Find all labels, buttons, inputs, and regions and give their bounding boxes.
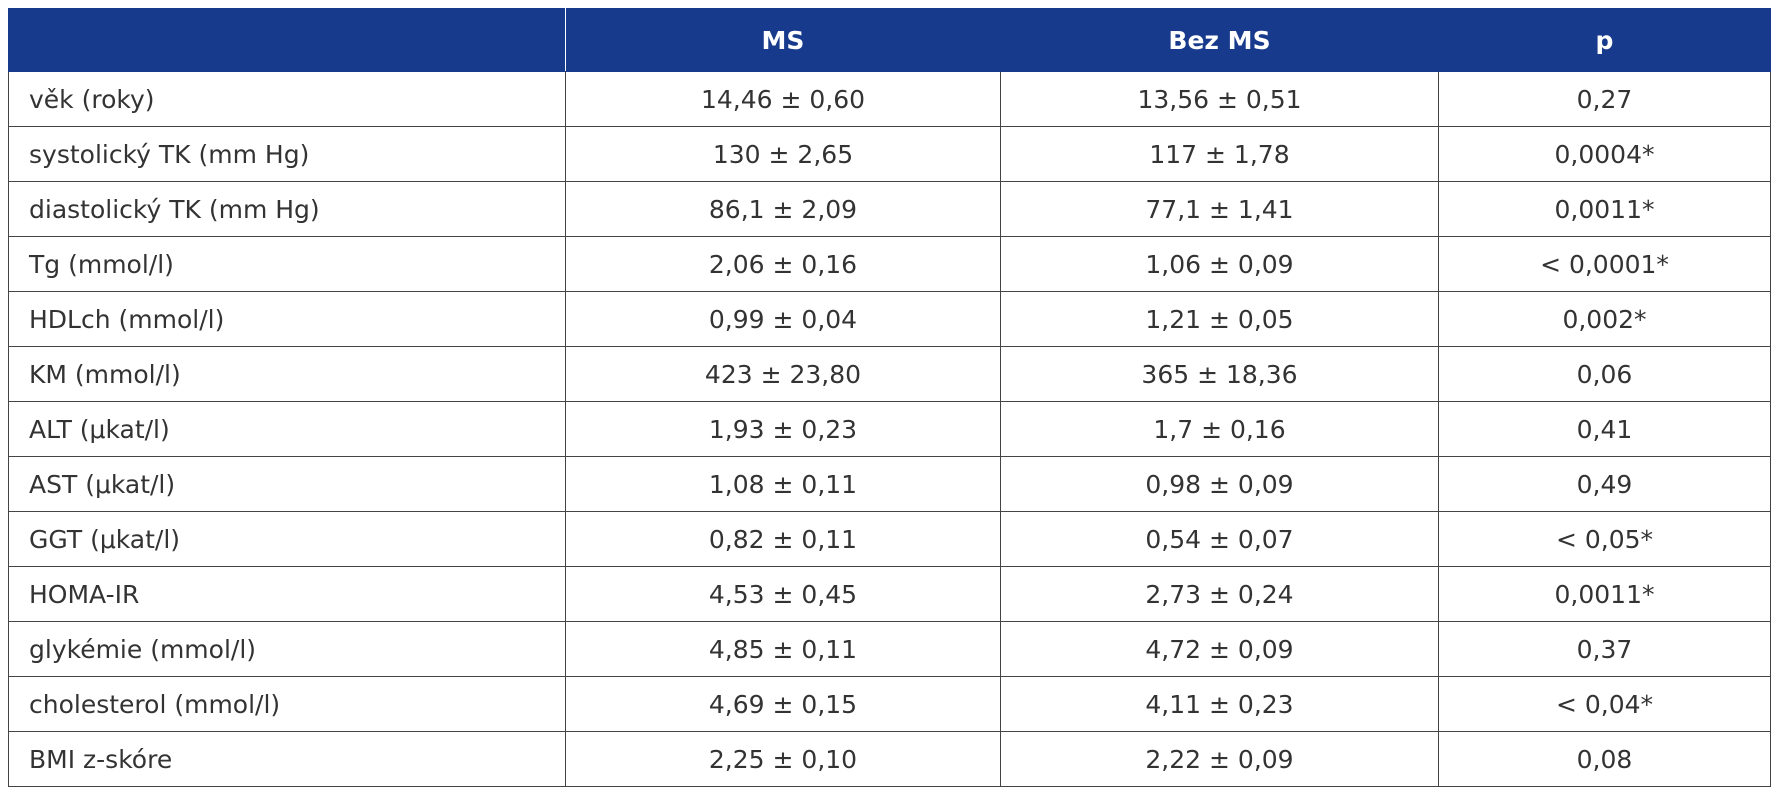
- table-cell: 13,56 ± 0,51: [1000, 71, 1439, 127]
- table-cell: < 0,04*: [1438, 676, 1771, 732]
- row-label: Tg (mmol/l): [8, 236, 566, 292]
- table-row: KM (mmol/l) 423 ± 23,80 365 ± 18,36 0,06: [8, 346, 1771, 402]
- row-label: BMI z-skóre: [8, 731, 566, 787]
- row-label: GGT (μkat/l): [8, 511, 566, 567]
- table-cell: 86,1 ± 2,09: [565, 181, 1001, 237]
- table-cell: 0,27: [1438, 71, 1771, 127]
- row-label: systolický TK (mm Hg): [8, 126, 566, 182]
- table-cell: 0,0011*: [1438, 566, 1771, 622]
- table-cell: < 0,05*: [1438, 511, 1771, 567]
- data-table: MS Bez MS p věk (roky) 14,46 ± 0,60 13,56 ± …: [8, 8, 1771, 787]
- table-cell: 0,99 ± 0,04: [565, 291, 1001, 347]
- table-cell: 4,11 ± 0,23: [1000, 676, 1439, 732]
- header-row: MS Bez MS p: [8, 8, 1771, 72]
- table-cell: 0,0011*: [1438, 181, 1771, 237]
- table-cell: 0,37: [1438, 621, 1771, 677]
- table-cell: 0,49: [1438, 456, 1771, 512]
- table-cell: 1,08 ± 0,11: [565, 456, 1001, 512]
- row-label: cholesterol (mmol/l): [8, 676, 566, 732]
- table-cell: 14,46 ± 0,60: [565, 71, 1001, 127]
- table-cell: 365 ± 18,36: [1000, 346, 1439, 402]
- table-row: diastolický TK (mm Hg) 86,1 ± 2,09 77,1 ± …: [8, 181, 1771, 237]
- table-cell: 0,54 ± 0,07: [1000, 511, 1439, 567]
- table-row: věk (roky) 14,46 ± 0,60 13,56 ± 0,51 0,27: [8, 71, 1771, 127]
- row-label: KM (mmol/l): [8, 346, 566, 402]
- table-cell: 4,53 ± 0,45: [565, 566, 1001, 622]
- table-cell: 0,0004*: [1438, 126, 1771, 182]
- table-row: ALT (μkat/l) 1,93 ± 0,23 1,7 ± 0,16 0,41: [8, 401, 1771, 457]
- table-cell: 1,7 ± 0,16: [1000, 401, 1439, 457]
- table-cell: 77,1 ± 1,41: [1000, 181, 1439, 237]
- table-cell: 1,93 ± 0,23: [565, 401, 1001, 457]
- table-cell: 117 ± 1,78: [1000, 126, 1439, 182]
- table-cell: 4,69 ± 0,15: [565, 676, 1001, 732]
- row-label: ALT (μkat/l): [8, 401, 566, 457]
- row-label: diastolický TK (mm Hg): [8, 181, 566, 237]
- table-row: HDLch (mmol/l) 0,99 ± 0,04 1,21 ± 0,05 0,00…: [8, 291, 1771, 347]
- table-row: cholesterol (mmol/l) 4,69 ± 0,15 4,11 ± 0,…: [8, 676, 1771, 732]
- table-cell: 0,08: [1438, 731, 1771, 787]
- table-row: systolický TK (mm Hg) 130 ± 2,65 117 ± 1,7…: [8, 126, 1771, 182]
- row-label: HOMA-IR: [8, 566, 566, 622]
- table-cell: 1,21 ± 0,05: [1000, 291, 1439, 347]
- table-cell: < 0,0001*: [1438, 236, 1771, 292]
- column-header: Bez MS: [1000, 8, 1439, 72]
- table-row: HOMA-IR 4,53 ± 0,45 2,73 ± 0,24 0,0011*: [8, 566, 1771, 622]
- table-cell: 2,73 ± 0,24: [1000, 566, 1439, 622]
- table-cell: 2,06 ± 0,16: [565, 236, 1001, 292]
- table-cell: 4,72 ± 0,09: [1000, 621, 1439, 677]
- table-cell: 423 ± 23,80: [565, 346, 1001, 402]
- table-cell: 0,06: [1438, 346, 1771, 402]
- table-row: GGT (μkat/l) 0,82 ± 0,11 0,54 ± 0,07 < 0,05…: [8, 511, 1771, 567]
- row-label: věk (roky): [8, 71, 566, 127]
- row-label: HDLch (mmol/l): [8, 291, 566, 347]
- table-cell: 0,98 ± 0,09: [1000, 456, 1439, 512]
- table-cell: 2,22 ± 0,09: [1000, 731, 1439, 787]
- table-cell: 4,85 ± 0,11: [565, 621, 1001, 677]
- table-cell: 0,41: [1438, 401, 1771, 457]
- table-cell: 0,82 ± 0,11: [565, 511, 1001, 567]
- table-row: glykémie (mmol/l) 4,85 ± 0,11 4,72 ± 0,09 0…: [8, 621, 1771, 677]
- table-row: BMI z-skóre 2,25 ± 0,10 2,22 ± 0,09 0,08: [8, 731, 1771, 787]
- column-header: p: [1438, 8, 1771, 72]
- table-cell: 0,002*: [1438, 291, 1771, 347]
- table-cell: 130 ± 2,65: [565, 126, 1001, 182]
- column-header: [8, 8, 566, 72]
- table-row: AST (μkat/l) 1,08 ± 0,11 0,98 ± 0,09 0,49: [8, 456, 1771, 512]
- column-header: MS: [565, 8, 1001, 72]
- table-row: Tg (mmol/l) 2,06 ± 0,16 1,06 ± 0,09 < 0,000…: [8, 236, 1771, 292]
- row-label: AST (μkat/l): [8, 456, 566, 512]
- table-cell: 1,06 ± 0,09: [1000, 236, 1439, 292]
- row-label: glykémie (mmol/l): [8, 621, 566, 677]
- table-cell: 2,25 ± 0,10: [565, 731, 1001, 787]
